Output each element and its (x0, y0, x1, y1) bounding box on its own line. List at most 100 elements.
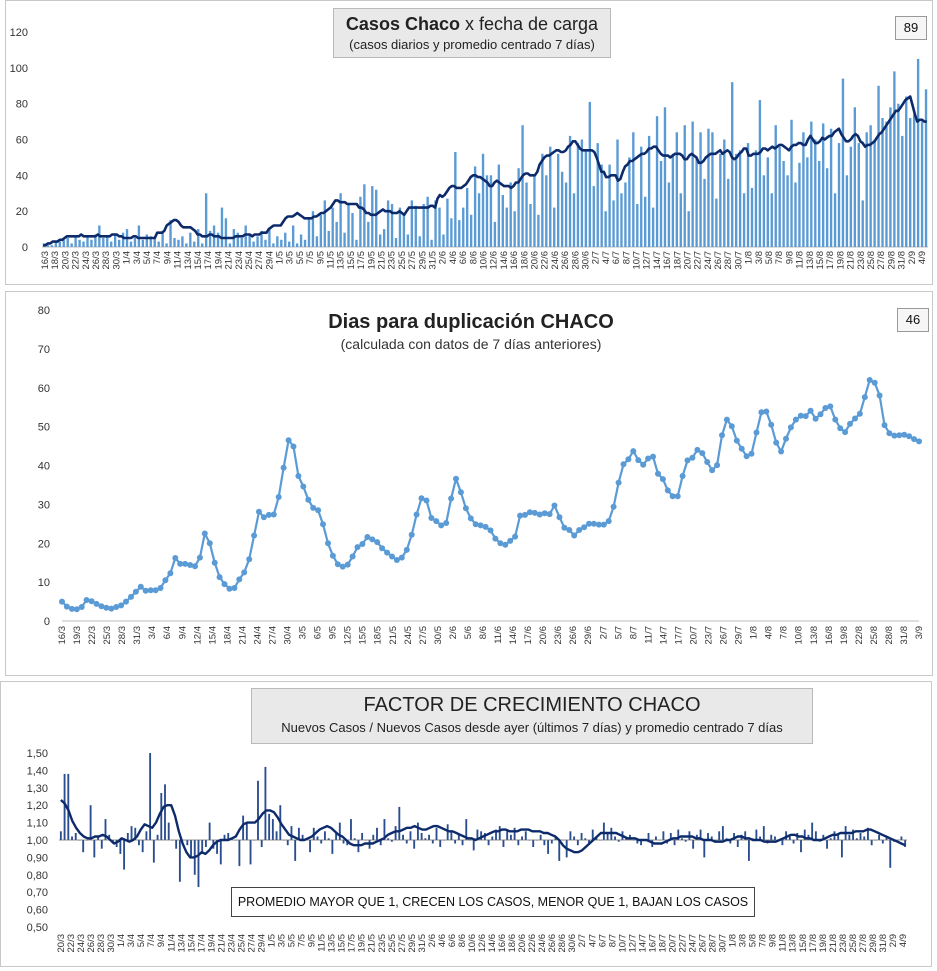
dup-x-tick-33: 23/6 (553, 626, 564, 645)
dup-point (118, 602, 125, 609)
casos-x-tick-30: 15/5 (346, 251, 357, 270)
factor-bar (219, 840, 222, 865)
dup-x-tick-21: 18/5 (373, 626, 384, 645)
dup-x-tick-39: 11/7 (643, 626, 654, 644)
dup-point (694, 446, 701, 453)
dup-point (842, 429, 849, 436)
casos-x-tick-31: 17/5 (356, 251, 367, 270)
factor-bar (286, 840, 289, 846)
factor-bar (822, 834, 825, 840)
casos-bar (280, 239, 283, 247)
dup-point (270, 511, 277, 518)
casos-bar (379, 234, 382, 247)
factor-bar (640, 840, 642, 846)
dup-x-tick-8: 9/4 (177, 626, 188, 639)
casos-bar (418, 236, 421, 248)
casos-bar (869, 125, 872, 247)
casos-bar (663, 107, 667, 248)
casos-bar (909, 118, 912, 247)
casos-bar (311, 211, 315, 247)
casos-bar (466, 187, 469, 247)
casos-bar (181, 236, 184, 248)
dup-point (418, 495, 425, 502)
dup-point (576, 527, 583, 533)
casos-bar (636, 204, 639, 247)
factor-bar (413, 840, 416, 849)
factor-bar (669, 833, 672, 840)
casos-bar (208, 230, 212, 247)
dup-point (753, 429, 760, 436)
dup-y-tick-4: 40 (38, 461, 50, 473)
dup-point (142, 587, 149, 594)
dup-point (807, 407, 814, 414)
casos-bar (201, 243, 204, 247)
factor-bar (123, 840, 126, 870)
factor-x-tick-82: 31/8 (878, 934, 889, 953)
factor-bar (257, 780, 259, 840)
dup-point (664, 487, 671, 494)
casos-bar (46, 245, 50, 247)
casos-bar (529, 204, 532, 247)
casos-x-tick-46: 16/6 (509, 251, 520, 270)
dup-point (192, 563, 198, 570)
casos-bar (786, 175, 789, 247)
casos-bar (881, 118, 884, 247)
casos-x-tick-27: 9/5 (315, 251, 326, 264)
casos-bar (758, 100, 762, 247)
casos-x-tick-23: 1/5 (275, 251, 286, 264)
factor-x-tick-19: 27/4 (247, 934, 258, 953)
dup-point (906, 433, 913, 440)
dup-y-tick-2: 20 (38, 538, 50, 550)
casos-x-tick-6: 28/3 (101, 251, 112, 270)
dup-y-tick-1: 10 (38, 577, 50, 589)
factor-bar (889, 840, 892, 868)
factor-bar (190, 840, 192, 858)
factor-bar (186, 840, 189, 846)
casos-x-tick-54: 2/7 (591, 251, 602, 264)
factor-x-tick-12: 13/4 (176, 934, 187, 953)
casos-bar (814, 139, 817, 247)
duplicacion-title: Dias para duplicación CHACO (328, 311, 614, 333)
dup-x-tick-16: 3/5 (298, 626, 309, 639)
casos-x-tick-35: 25/5 (397, 251, 408, 270)
casos-bar (675, 132, 679, 247)
casos-bar (628, 157, 631, 247)
factor-bar (435, 827, 438, 840)
factor-bar (547, 840, 550, 854)
factor-x-tick-81: 29/8 (868, 934, 879, 953)
dup-point (457, 489, 464, 496)
factor-bar (788, 836, 791, 840)
factor-bar (677, 829, 680, 840)
casos-bar (509, 182, 512, 247)
dup-point (462, 505, 469, 512)
casos-bar (596, 143, 599, 247)
casos-bar (818, 161, 821, 247)
dup-x-tick-49: 10/8 (794, 626, 805, 645)
casos-title-bold: Casos Chaco (345, 14, 460, 34)
dup-point (590, 520, 597, 527)
casos-bar (276, 236, 279, 248)
dup-point (817, 411, 824, 418)
factor-x-tick-67: 1/8 (728, 934, 739, 947)
dup-point (827, 403, 834, 410)
dup-y-tick-5: 50 (38, 422, 50, 434)
factor-bar (900, 836, 903, 840)
factor-note: PROMEDIO MAYOR QUE 1, CRECEN LOS CASOS, … (231, 887, 755, 917)
casos-bar (161, 232, 164, 247)
factor-bar (733, 833, 735, 840)
dup-x-tick-12: 21/4 (237, 626, 248, 645)
dup-point (822, 405, 829, 411)
factor-x-tick-36: 31/5 (417, 934, 428, 953)
factor-y-tick-10: 1,50 (27, 748, 48, 760)
casos-bar (829, 128, 833, 247)
dup-point (221, 581, 228, 588)
casos-bar (651, 207, 655, 247)
dup-x-tick-0: 16/3 (57, 626, 68, 645)
dup-point (610, 503, 617, 510)
factor-x-tick-52: 2/7 (577, 934, 588, 947)
factor-x-tick-14: 17/4 (196, 934, 207, 953)
factor-bar (394, 826, 397, 840)
dup-point (876, 392, 883, 399)
factor-bar (770, 834, 773, 840)
